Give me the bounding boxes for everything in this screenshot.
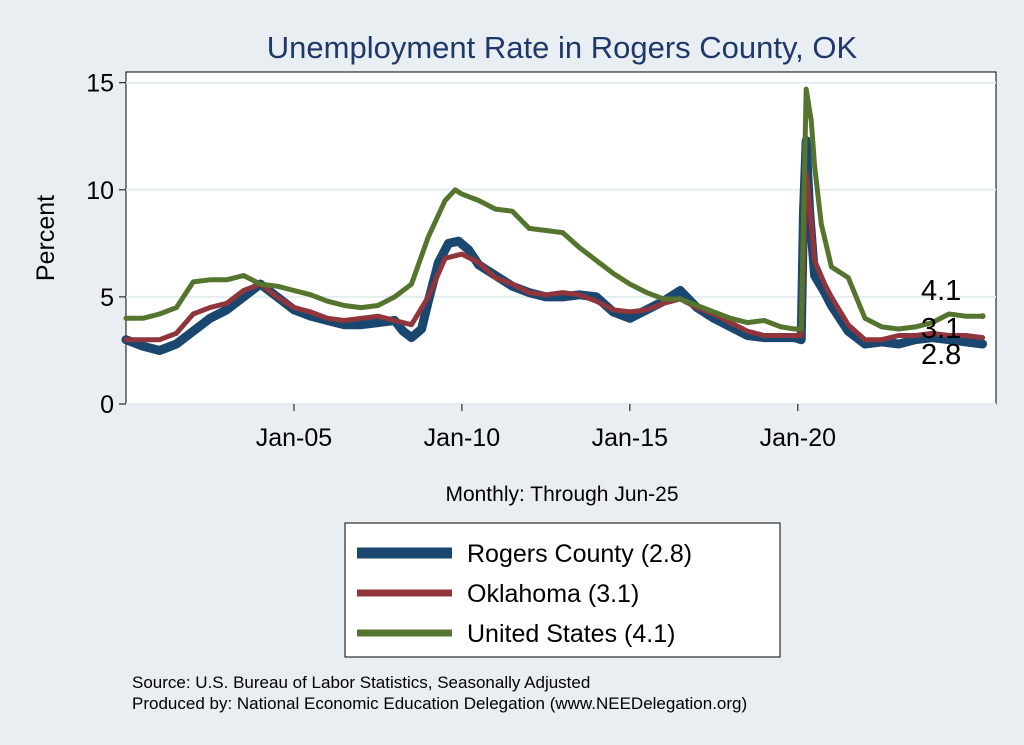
- producer-note: Produced by: National Economic Education…: [132, 694, 747, 713]
- series-lines: [121, 86, 988, 355]
- end-labels: 4.1 3.12.8: [921, 275, 986, 371]
- y-tick-label: 10: [86, 177, 114, 205]
- end-label: 4.1: [921, 275, 961, 307]
- y-ticks: 0 5 10 15: [86, 70, 126, 419]
- x-tick-label: Jan-15: [592, 424, 668, 452]
- source-note: Source: U.S. Bureau of Labor Statistics,…: [132, 673, 590, 692]
- x-tick-label: Jan-05: [256, 424, 332, 452]
- legend: Rogers County (2.8) Oklahoma (3.1) United …: [357, 540, 692, 648]
- end-label: 3.1: [921, 313, 961, 345]
- x-ticks: Jan-05 Jan-10 Jan-15 Jan-20: [256, 404, 836, 452]
- chart-title: Unemployment Rate in Rogers County, OK: [267, 30, 858, 65]
- series-line-oklahoma: [123, 170, 986, 343]
- legend-item-rogers-county: Rogers County (2.8): [467, 540, 692, 568]
- series-line-united-states: [123, 86, 986, 332]
- x-tick-label: Jan-20: [760, 424, 836, 452]
- legend-item-oklahoma: Oklahoma (3.1): [467, 580, 639, 608]
- y-axis-label: Percent: [32, 195, 60, 281]
- y-tick-label: 0: [100, 391, 114, 419]
- plot-area: [125, 71, 997, 405]
- x-tick-label: Jan-10: [424, 424, 500, 452]
- x-axis-label: Monthly: Through Jun-25: [445, 483, 678, 506]
- end-point-marker: [979, 313, 986, 320]
- y-tick-label: 5: [100, 284, 114, 312]
- end-label: 2.8: [921, 339, 961, 371]
- legend-item-united-states: United States (4.1): [467, 620, 675, 648]
- y-tick-label: 15: [86, 70, 114, 98]
